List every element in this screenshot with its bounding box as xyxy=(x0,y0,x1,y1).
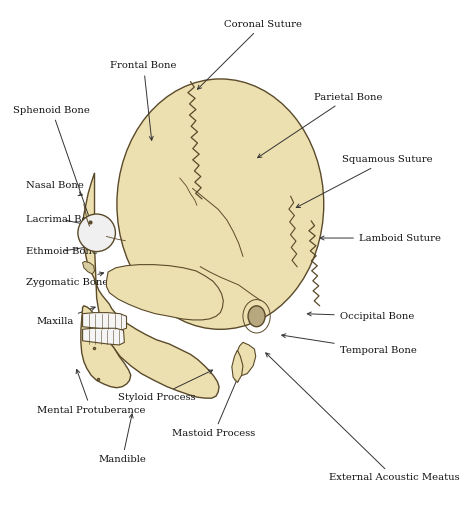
Polygon shape xyxy=(82,262,94,274)
Text: Ethmoid Bone: Ethmoid Bone xyxy=(26,245,98,256)
Polygon shape xyxy=(232,350,243,382)
Circle shape xyxy=(248,306,265,327)
Text: Lacrimal Bone: Lacrimal Bone xyxy=(26,215,100,225)
Polygon shape xyxy=(235,343,256,376)
Text: Frontal Bone: Frontal Bone xyxy=(110,61,177,140)
Text: Coronal Suture: Coronal Suture xyxy=(198,20,302,89)
Text: Zygomatic Bone: Zygomatic Bone xyxy=(26,272,109,287)
Text: Squamous Suture: Squamous Suture xyxy=(296,155,432,208)
Ellipse shape xyxy=(78,214,115,252)
Text: Mental Protuberance: Mental Protuberance xyxy=(37,369,146,415)
Polygon shape xyxy=(107,265,223,320)
Text: Nasal Bone: Nasal Bone xyxy=(26,181,84,196)
Text: Sphenoid Bone: Sphenoid Bone xyxy=(13,106,93,226)
Text: Temporal Bone: Temporal Bone xyxy=(282,334,417,355)
Ellipse shape xyxy=(117,79,324,329)
Text: Mandible: Mandible xyxy=(98,414,146,464)
Polygon shape xyxy=(82,173,219,398)
Polygon shape xyxy=(81,306,131,388)
Text: Mastoid Process: Mastoid Process xyxy=(173,377,255,438)
Text: Parietal Bone: Parietal Bone xyxy=(258,93,383,157)
Polygon shape xyxy=(82,328,124,345)
Text: Maxilla: Maxilla xyxy=(37,306,95,326)
Text: External Acoustic Meatus: External Acoustic Meatus xyxy=(266,353,460,483)
Polygon shape xyxy=(82,313,127,331)
Text: Lamboid Suture: Lamboid Suture xyxy=(320,234,441,243)
Text: Styloid Process: Styloid Process xyxy=(118,370,212,402)
Text: Occipital Bone: Occipital Bone xyxy=(307,312,414,321)
